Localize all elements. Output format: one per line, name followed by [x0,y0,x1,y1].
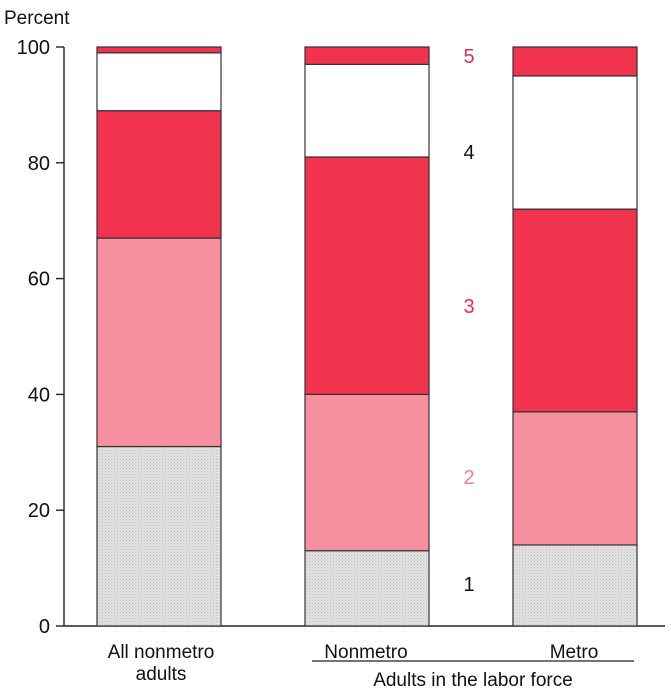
y-tick-label: 20 [28,500,50,522]
y-axis-ticks: 0 20 40 60 80 100 [17,37,64,638]
category-label: Metro [550,642,599,663]
bar-segment [96,52,222,112]
y-axis-label: Percent [4,8,70,29]
category-label: adults [136,664,187,685]
bar-segment [96,110,222,239]
bar-segment [512,411,638,546]
y-tick-label: 100 [17,37,50,59]
bar-segment [512,46,638,77]
y-tick-label: 40 [28,384,50,406]
segment-label: 4 [463,142,474,164]
bar-segment [512,75,638,210]
bar-segment [96,445,222,627]
bar-segment [304,393,430,552]
bar-segment [304,156,430,395]
y-tick-label: 60 [28,269,50,291]
segment-label: 5 [463,46,474,68]
category-label: All nonmetro [108,642,215,663]
segment-label: 1 [463,574,474,596]
bar-segment [96,46,222,54]
y-tick-label: 80 [28,153,50,175]
bar-segment [304,46,430,65]
bar-segment [512,544,638,627]
segment-labels: 1 2 3 4 5 [463,46,474,596]
group-label: Adults in the labor force [373,670,573,690]
segment-label: 3 [463,296,474,318]
segment-label: 2 [463,467,474,489]
bar-segment [304,63,430,158]
bar-segment [512,208,638,413]
category-label: Nonmetro [324,642,407,663]
bar-segment [304,550,430,627]
bars [96,46,638,627]
bar-segment [96,237,222,448]
y-tick-label: 0 [39,616,50,638]
